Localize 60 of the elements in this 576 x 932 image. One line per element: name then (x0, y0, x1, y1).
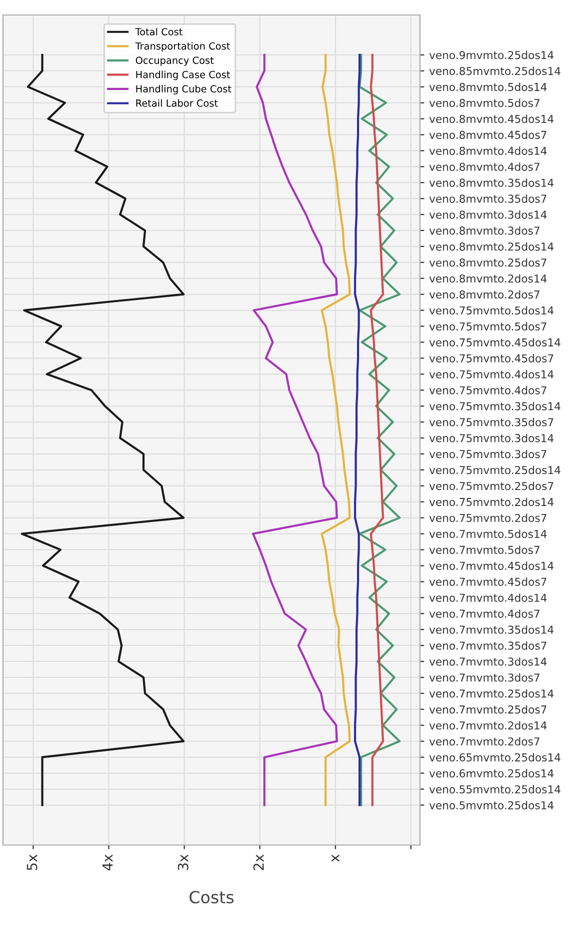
y-tick-label: veno.7mvmto.2dos7 (429, 737, 540, 746)
y-tick-label: veno.8mvmto.2dos14 (429, 274, 547, 283)
y-tick-label: veno.75mvmto.5dos7 (429, 322, 546, 331)
y-tick-label: veno.6mvmto.25dos14 (429, 769, 554, 778)
y-tick-label: veno.55mvmto.25dos14 (429, 785, 560, 794)
y-tick-label: veno.7mvmto.4dos14 (429, 593, 547, 602)
x-tick-label: 5x (26, 854, 38, 870)
y-tick-label: veno.8mvmto.3dos14 (429, 210, 547, 219)
y-tick-label: veno.8mvmto.4dos7 (429, 162, 540, 171)
y-tick-label: veno.8mvmto.45dos14 (429, 114, 554, 124)
x-tick-label: 4x (102, 854, 113, 870)
y-tick-label: veno.75mvmto.2dos7 (429, 514, 546, 522)
legend-label: Occupancy Cost (136, 56, 214, 66)
y-tick-label: veno.8mvmto.35dos14 (429, 178, 554, 187)
y-tick-label: veno.8mvmto.25dos14 (429, 242, 554, 251)
y-tick-label: veno.7mvmto.45dos14 (429, 562, 554, 570)
legend-label: Handling Case Cost (136, 70, 230, 80)
y-tick-label: veno.7mvmto.25dos14 (429, 689, 554, 698)
y-tick-label: veno.7mvmto.3dos7 (429, 673, 540, 682)
y-tick-label: veno.75mvmto.25dos7 (429, 482, 554, 490)
legend-label: Total Cost (135, 28, 182, 36)
y-tick-label: veno.75mvmto.4dos7 (429, 386, 546, 394)
y-tick-label: veno.5mvmto.25dos14 (429, 800, 554, 810)
y-tick-label: veno.7mvmto.4dos7 (429, 609, 540, 618)
y-tick-label: veno.7mvmto.35dos14 (429, 625, 554, 634)
y-tick-label: veno.75mvmto.45dos7 (429, 354, 554, 362)
y-tick-label: veno.75mvmto.5dos14 (429, 306, 554, 315)
legend-label: Retail Labor Cost (136, 99, 218, 107)
y-tick-label: veno.8mvmto.5dos7 (429, 98, 540, 108)
y-tick-label: veno.75mvmto.3dos14 (429, 434, 554, 442)
y-tick-label: veno.7mvmto.2dos14 (429, 721, 547, 730)
y-tick-label: veno.8mvmto.3dos7 (429, 226, 540, 235)
y-tick-label: veno.75mvmto.2dos14 (429, 498, 554, 506)
y-tick-label: veno.65mvmto.25dos14 (429, 753, 560, 762)
y-tick-label: veno.8mvmto.2dos7 (429, 290, 540, 299)
y-tick-label: veno.7mvmto.5dos14 (429, 530, 547, 538)
y-tick-label: veno.7mvmto.25dos7 (429, 705, 546, 714)
x-tick-label: 2x (253, 854, 264, 870)
y-tick-label: veno.75mvmto.25dos14 (429, 466, 560, 474)
y-tick-label: veno.8mvmto.25dos7 (429, 258, 546, 267)
y-tick-label: veno.7mvmto.3dos14 (429, 657, 547, 666)
x-axis-title: Costs (190, 890, 234, 904)
y-tick-label: veno.75mvmto.4dos14 (429, 370, 554, 378)
y-tick-label: veno.75mvmto.35dos7 (429, 418, 554, 426)
y-tick-label: veno.8mvmto.45dos7 (429, 130, 546, 139)
y-tick-label: veno.85mvmto.25dos14 (429, 66, 560, 76)
y-tick-label: veno.75mvmto.3dos7 (429, 450, 546, 458)
legend-label: Transportation Cost (135, 42, 230, 52)
y-tick-label: veno.7mvmto.5dos7 (429, 546, 540, 554)
x-tick-label: x (332, 854, 340, 862)
y-tick-label: veno.7mvmto.45dos7 (429, 578, 546, 586)
y-tick-label: veno.75mvmto.45dos14 (429, 338, 560, 346)
y-tick-label: veno.7mvmto.35dos7 (429, 641, 546, 650)
y-tick-label: veno.8mvmto.35dos7 (429, 194, 546, 203)
y-tick-label: veno.8mvmto.5dos14 (429, 82, 547, 92)
y-tick-label: veno.8mvmto.4dos14 (429, 146, 547, 155)
y-tick-label: veno.75mvmto.35dos14 (429, 402, 560, 410)
legend-label: Handling Cube Cost (136, 84, 232, 94)
x-tick-label: 3x (178, 854, 188, 870)
y-tick-label: veno.9mvmto.25dos14 (429, 50, 554, 60)
